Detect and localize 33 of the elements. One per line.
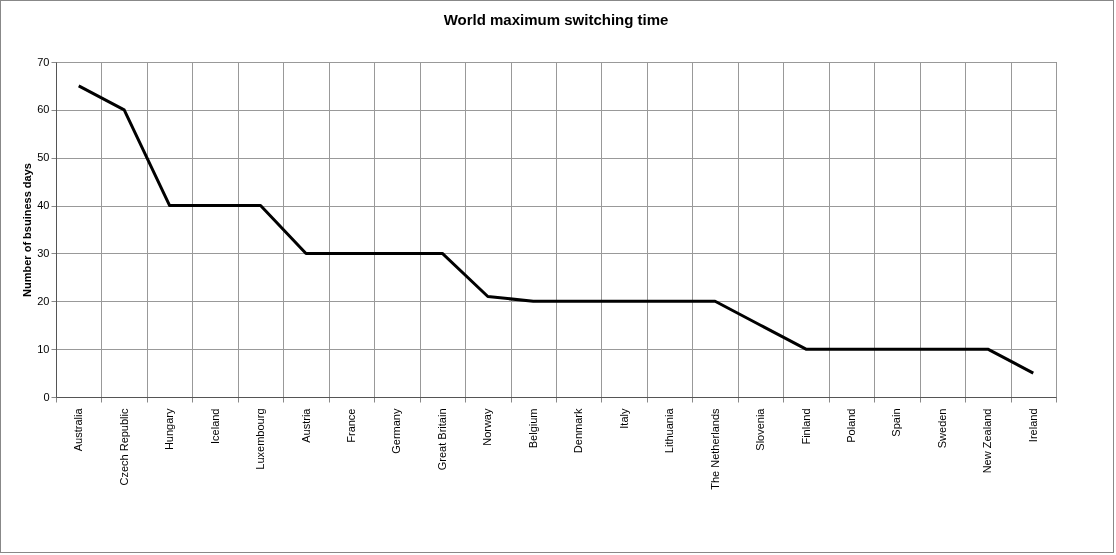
x-tick-label: Australia bbox=[72, 407, 85, 452]
x-tick-label: Lithuania bbox=[663, 407, 676, 454]
x-tick-label: Italy bbox=[617, 408, 630, 429]
x-tick-label: Spain bbox=[890, 408, 903, 437]
x-tick-label: Iceland bbox=[208, 408, 221, 444]
x-tick-label: Denmark bbox=[572, 408, 585, 454]
y-tick-label: 30 bbox=[37, 246, 50, 259]
x-tick-label: Norway bbox=[481, 408, 494, 446]
x-tick-label: Poland bbox=[844, 408, 857, 443]
x-tick-label: Czech Republic bbox=[117, 408, 130, 486]
x-tick-label: Austria bbox=[299, 407, 312, 443]
y-tick-label: 40 bbox=[37, 199, 50, 212]
x-tick-label: Ireland bbox=[1026, 408, 1039, 443]
x-tick-label: Finland bbox=[799, 408, 812, 445]
x-tick-label: Belgium bbox=[526, 408, 539, 449]
y-tick-label: 60 bbox=[37, 103, 50, 116]
y-tick-label: 70 bbox=[37, 55, 50, 68]
y-tick-label: 10 bbox=[37, 342, 50, 355]
x-tick-label: France bbox=[344, 408, 357, 443]
x-tick-label: Luxembourg bbox=[254, 408, 267, 470]
y-tick-label: 20 bbox=[37, 294, 50, 307]
line-series bbox=[77, 84, 1035, 375]
chart-title: World maximum switching time bbox=[443, 11, 669, 28]
x-tick-label: Germany bbox=[390, 408, 403, 454]
x-tick-label: Slovenia bbox=[754, 407, 767, 451]
y-axis-title: Number of bsuiness days bbox=[21, 163, 34, 297]
y-tick-label: 50 bbox=[37, 151, 50, 164]
y-tick-label: 0 bbox=[43, 390, 50, 403]
x-tick-label: The Netherlands bbox=[708, 408, 721, 490]
x-tick-label: Sweden bbox=[935, 408, 948, 449]
x-tick-label: New Zealand bbox=[981, 408, 994, 474]
x-tick-label: Great Britain bbox=[435, 408, 448, 471]
x-tick-label: Hungary bbox=[163, 408, 176, 451]
